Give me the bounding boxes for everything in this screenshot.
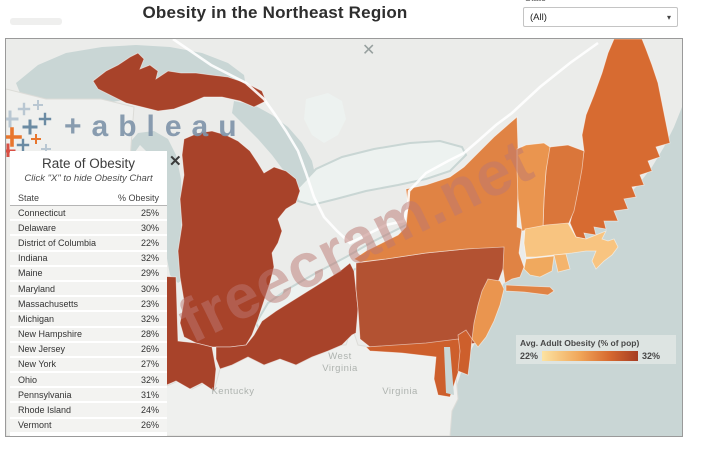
georgian-bay [304, 93, 346, 143]
row-value: 26% [140, 344, 159, 355]
label-west-virginia-line2: Virginia [322, 363, 358, 374]
map-view: West Virginia Kentucky Virginia +ableau [5, 38, 683, 437]
row-state: Massachusetts [18, 298, 79, 309]
row-value: 28% [140, 329, 159, 340]
label-virginia: Virginia [382, 386, 418, 397]
lake-huron [232, 101, 316, 197]
state-new-jersey[interactable] [471, 278, 505, 348]
table-row[interactable]: Connecticut 25% [10, 206, 167, 222]
tableau-watermark: +ableau [6, 97, 247, 157]
legend-gradient-bar [542, 351, 639, 361]
label-kentucky: Kentucky [211, 386, 254, 397]
table-row[interactable]: Michigan 32% [10, 312, 167, 328]
hide-chart-close-icon[interactable]: ✕ [169, 153, 182, 170]
row-state: New Jersey [18, 344, 66, 355]
table-row[interactable]: Indiana 32% [10, 251, 167, 267]
row-state: Indiana [18, 253, 48, 264]
table-row[interactable]: New Hampshire 28% [10, 327, 167, 343]
table-row[interactable]: Rhode Island 24% [10, 403, 167, 419]
dashboard-title: Obesity in the Northeast Region [142, 3, 408, 22]
table-row[interactable]: Vermont 26% [10, 418, 167, 434]
table-row[interactable]: New York 27% [10, 357, 167, 374]
faded-logo [10, 18, 62, 25]
row-value: 26% [140, 420, 159, 431]
row-value: 32% [140, 313, 159, 324]
table-header: State % Obesity [10, 190, 167, 206]
lake-ontario [293, 139, 468, 207]
row-value: 22% [140, 237, 159, 248]
state-massachusetts[interactable] [523, 222, 619, 270]
row-state: Vermont [18, 420, 52, 431]
legend-min: 22% [520, 351, 539, 361]
map-attribution [29, 435, 148, 436]
row-state: Michigan [18, 313, 55, 324]
row-state: Connecticut [18, 207, 66, 218]
map-close-icon: ✕ [362, 42, 376, 59]
legend-title: Avg. Adult Obesity (% of pop) [520, 338, 640, 348]
top-bar: Obesity in the Northeast Region State (A… [0, 0, 717, 37]
row-state: New Hampshire [18, 329, 83, 340]
panel-title: Rate of Obesity [41, 156, 136, 171]
row-value: 32% [140, 253, 159, 264]
tableau-logo-plus-cluster-icon [6, 100, 52, 157]
row-value: 31% [140, 389, 159, 400]
chevron-down-icon: ▾ [666, 12, 671, 22]
state-michigan-lower[interactable] [177, 130, 301, 348]
row-value: 32% [140, 374, 159, 385]
row-value: 27% [140, 359, 159, 370]
row-state: Delaware [18, 222, 57, 233]
table-row[interactable]: Maine 29% [10, 266, 167, 282]
table-row[interactable]: Ohio 32% [10, 373, 167, 389]
col-state: State [18, 193, 40, 203]
state-michigan-upper[interactable] [92, 52, 267, 112]
row-value: 23% [140, 298, 159, 309]
color-legend: Avg. Adult Obesity (% of pop) 22% 32% [516, 335, 676, 364]
table-row[interactable]: Maryland 30% [10, 281, 167, 298]
legend-max: 32% [642, 351, 661, 361]
state-maryland[interactable] [365, 338, 465, 398]
border-line [172, 39, 599, 245]
table-row[interactable]: Massachusetts 23% [10, 297, 167, 313]
table-row[interactable]: District of Columbia 22% [10, 236, 167, 252]
row-state: Rhode Island [18, 405, 72, 416]
label-west-virginia-line1: West [328, 351, 351, 362]
table-row[interactable]: Pennsylvania 31% [10, 388, 167, 404]
row-value: 24% [140, 405, 159, 416]
state-filter-value: (All) [530, 11, 547, 23]
state-delaware[interactable] [457, 329, 473, 376]
row-state: New York [18, 359, 57, 370]
row-value: 29% [140, 268, 159, 279]
state-long-island[interactable] [505, 284, 555, 296]
row-state: District of Columbia [18, 237, 97, 248]
row-state: Maine [18, 268, 43, 279]
row-value: 25% [140, 207, 159, 218]
row-value: 30% [140, 222, 159, 233]
lake-michigan [122, 131, 186, 283]
obesity-chart-panel: Rate of Obesity Click "X" to hide Obesit… [10, 151, 167, 436]
row-state: Pennsylvania [18, 389, 72, 400]
state-filter-label: State [525, 0, 546, 3]
state-filter-select[interactable]: (All) ▾ [523, 7, 678, 27]
table-row[interactable]: Delaware 30% [10, 221, 167, 237]
state-rhode-island[interactable] [553, 253, 571, 273]
col-obesity: % Obesity [117, 193, 159, 203]
row-value: 30% [140, 283, 159, 294]
panel-subtitle: Click "X" to hide Obesity Chart [24, 173, 153, 184]
chesapeake-bay [444, 347, 454, 395]
row-state: Ohio [18, 374, 38, 385]
row-state: Maryland [18, 283, 56, 294]
state-maine[interactable] [569, 39, 671, 240]
table-row[interactable]: New Jersey 26% [10, 342, 167, 358]
state-vermont[interactable] [516, 142, 551, 232]
tableau-wordmark: +ableau [64, 110, 247, 143]
